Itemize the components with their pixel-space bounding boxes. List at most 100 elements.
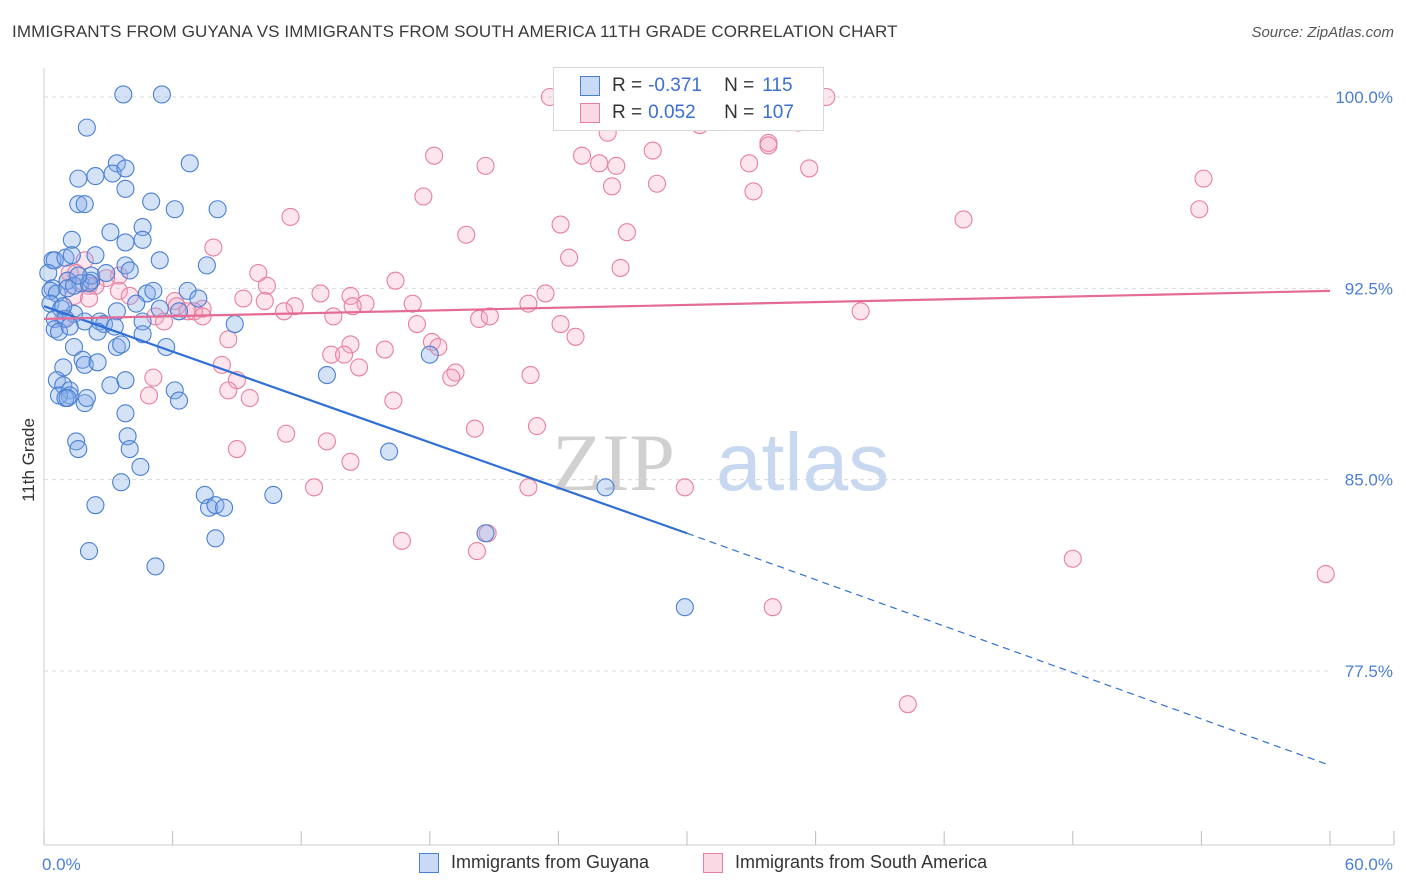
legend-label-guyana: Immigrants from Guyana xyxy=(451,852,650,872)
guyana-point xyxy=(77,388,96,408)
guyana-point xyxy=(86,496,105,515)
south-america-point xyxy=(275,302,294,321)
south-america-point xyxy=(375,340,394,359)
guyana-point xyxy=(116,404,135,423)
axes xyxy=(43,68,1395,846)
guyana-point xyxy=(86,246,105,265)
guyana-point xyxy=(225,314,244,334)
south-america-point xyxy=(234,289,253,308)
n-value: 115 xyxy=(762,75,793,96)
south-america-point xyxy=(536,284,555,303)
south-america-point xyxy=(457,225,476,244)
legend-item-south-america[interactable]: Immigrants from South America xyxy=(703,852,987,873)
guyana-point xyxy=(150,299,169,318)
guyana-point xyxy=(75,195,94,214)
guyana-point xyxy=(39,263,58,283)
guyana-point xyxy=(596,478,615,497)
guyana-point xyxy=(133,218,152,237)
south-america-point xyxy=(407,314,426,334)
guyana-point xyxy=(317,366,336,385)
guyana-point xyxy=(114,85,133,104)
south-america-point xyxy=(227,440,246,459)
guyana-point xyxy=(180,154,199,173)
guyana-point xyxy=(169,391,189,410)
south-america-point xyxy=(277,424,296,443)
south-america-point xyxy=(1190,200,1209,219)
south-america-point xyxy=(467,542,487,561)
south-america-point xyxy=(249,263,268,283)
south-america-point xyxy=(322,345,341,364)
south-america-point xyxy=(763,598,782,617)
guyana-point xyxy=(107,302,126,321)
chart-title: IMMIGRANTS FROM GUYANA VS IMMIGRANTS FRO… xyxy=(12,22,898,41)
guyana-point xyxy=(420,345,439,364)
r-value: 0.052 xyxy=(648,102,696,123)
south-america-point xyxy=(384,391,403,410)
guyana-point xyxy=(178,281,197,300)
guyana-point xyxy=(101,223,120,242)
south-america-point xyxy=(97,269,116,288)
guyana-point xyxy=(133,230,152,249)
guyana-point xyxy=(62,230,81,249)
n-value: 107 xyxy=(762,102,794,123)
guyana-point xyxy=(264,485,283,505)
south-america-point xyxy=(324,307,343,326)
south-america-point xyxy=(317,432,336,451)
south-america-point xyxy=(425,146,444,165)
guyana-point xyxy=(146,557,165,576)
south-america-point xyxy=(139,386,159,405)
south-america-point xyxy=(79,289,99,308)
south-america-point xyxy=(954,210,973,229)
guyana-swatch xyxy=(419,852,439,873)
south-america-point xyxy=(1316,565,1335,584)
south-america-point xyxy=(219,381,238,400)
south-america-point xyxy=(851,302,870,321)
y-tick-label: 92.5% xyxy=(1345,279,1393,298)
south-america-point xyxy=(521,366,540,385)
guyana-point xyxy=(152,85,171,104)
guyana-point xyxy=(77,118,96,137)
guyana-point xyxy=(79,274,99,293)
r-value: -0.371 xyxy=(648,75,702,96)
r-label: R = xyxy=(612,75,643,96)
guyana-point xyxy=(142,192,161,211)
tick-labels: 77.5% 85.0% 92.5% 100.0% 0.0% 60.0% xyxy=(42,88,1393,874)
south-america-point xyxy=(602,177,622,196)
guyana-point xyxy=(112,473,131,492)
south-america-point xyxy=(109,281,129,300)
series-south-america-points xyxy=(54,87,1335,714)
guyana-point xyxy=(675,598,694,617)
south-america-point xyxy=(144,368,163,387)
legend-item-guyana[interactable]: Immigrants from Guyana xyxy=(419,852,649,873)
guyana-point xyxy=(101,376,120,395)
south-america-point xyxy=(759,136,778,155)
south-america-point xyxy=(898,695,917,714)
south-america-point xyxy=(305,478,324,497)
r-label: R = xyxy=(612,102,643,123)
guyana-point xyxy=(64,276,84,295)
south-america-point xyxy=(414,187,433,206)
guyana-point xyxy=(144,281,163,300)
south-america-point xyxy=(442,368,461,387)
south-america-point xyxy=(476,156,495,175)
y-axis-label: 11th Grade xyxy=(19,418,38,502)
guyana-point xyxy=(97,263,116,283)
south-america-point xyxy=(611,258,630,277)
south-america-point xyxy=(219,330,238,349)
guyana-point xyxy=(208,200,227,219)
guyana-point xyxy=(107,154,126,173)
source-label: Source: ZipAtlas.com xyxy=(1251,24,1394,41)
y-tick-label: 100.0% xyxy=(1335,88,1393,107)
south-america-point xyxy=(1063,549,1082,568)
n-label: N = xyxy=(724,102,755,123)
south-america-point xyxy=(527,417,547,436)
stats-row-guyana: R = -0.371 N = 115 xyxy=(580,73,793,99)
south-america-point xyxy=(480,307,499,326)
south-america-point xyxy=(675,478,694,497)
guyana-point xyxy=(86,167,105,186)
guyana-point xyxy=(112,335,131,354)
guyana-point xyxy=(116,159,135,178)
trend-lines xyxy=(43,289,1331,766)
guyana-point xyxy=(116,233,135,252)
south-america-point xyxy=(607,156,626,175)
